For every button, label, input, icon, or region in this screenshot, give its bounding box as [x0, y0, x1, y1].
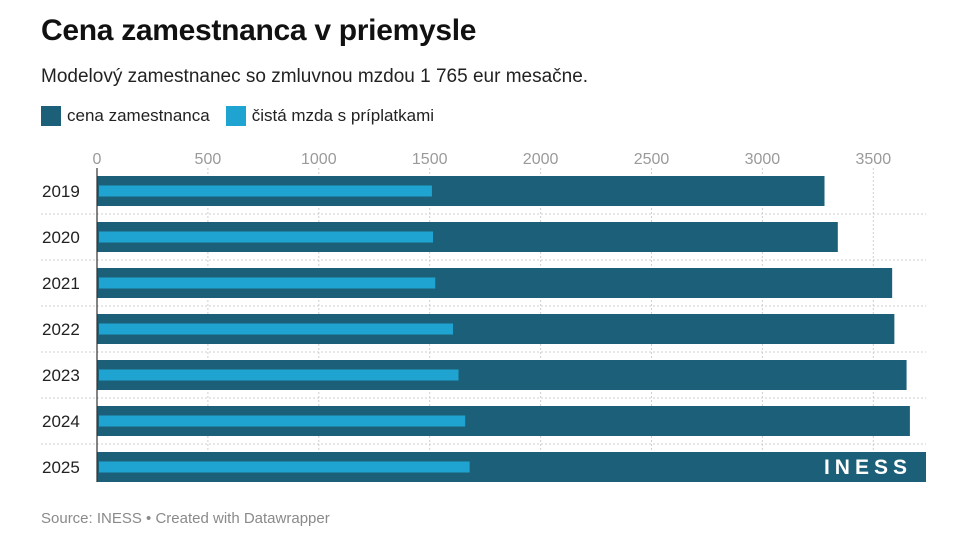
bar-mzda-2022 [99, 323, 453, 335]
x-tick-label-2000: 2000 [523, 151, 559, 168]
legend-swatch-mzda [225, 106, 246, 126]
bar-mzda-2019 [99, 185, 432, 197]
bar-mzda-2023 [99, 369, 459, 381]
chart-title: Cena zamestnanca v priemysle [41, 14, 477, 47]
bar-mzda-2020 [99, 231, 434, 243]
x-tick-label-3500: 3500 [856, 151, 892, 168]
category-label-2022: 2022 [42, 320, 80, 339]
source-note: Source: INESS • Created with Datawrapper [41, 510, 330, 527]
x-tick-label-500: 500 [195, 151, 222, 168]
chart-subtitle: Modelový zamestnanec so zmluvnou mzdou 1… [41, 66, 589, 87]
bar-mzda-2021 [99, 277, 436, 289]
category-label-2021: 2021 [42, 274, 80, 293]
bar-chart: 0 500 1000 1500 2000 2500 3000 3500 2019 2020 2021… [41, 151, 926, 482]
category-label-2019: 2019 [42, 182, 80, 201]
legend-item-mzda: čistá mzda s príplatkami [225, 106, 435, 126]
x-tick-label-2500: 2500 [634, 151, 670, 168]
bar-mzda-2024 [99, 415, 466, 427]
x-tick-label-0: 0 [93, 151, 102, 168]
x-tick-label-3000: 3000 [745, 151, 781, 168]
category-label-2024: 2024 [42, 412, 80, 431]
legend-label-mzda: čistá mzda s príplatkami [251, 106, 435, 125]
bar-mzda-2025 [99, 461, 470, 473]
x-tick-label-1000: 1000 [301, 151, 337, 168]
iness-logo: INESS [824, 456, 912, 479]
category-label-2025: 2025 [42, 458, 80, 477]
category-label-2020: 2020 [42, 228, 80, 247]
legend: cena zamestnanca čistá mzda s príplatkam… [41, 106, 450, 126]
category-label-2023: 2023 [42, 366, 80, 385]
legend-label-cena: cena zamestnanca [67, 106, 210, 125]
legend-swatch-cena [41, 106, 61, 126]
x-tick-label-1500: 1500 [412, 151, 448, 168]
legend-item-cena: cena zamestnanca [41, 106, 210, 126]
